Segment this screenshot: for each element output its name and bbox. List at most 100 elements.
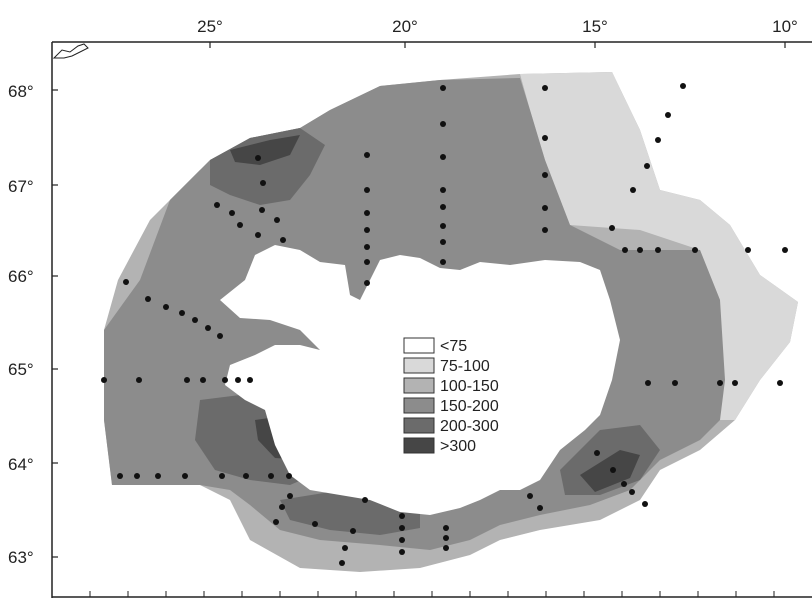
station-dot — [136, 377, 142, 383]
station-dot — [200, 377, 206, 383]
legend-label-lt-75: <75 — [440, 338, 467, 355]
top-axis-label-20: 20° — [392, 17, 418, 36]
legend-label-100-150: 100-150 — [440, 378, 499, 395]
station-dot — [364, 280, 370, 286]
station-dot — [594, 450, 600, 456]
station-dot — [101, 377, 107, 383]
legend-swatch-150-200 — [403, 397, 435, 414]
station-dot — [665, 112, 671, 118]
legend-swatch-lt-75 — [403, 337, 435, 354]
station-dot — [247, 377, 253, 383]
station-dot — [440, 204, 446, 210]
station-dot — [542, 172, 548, 178]
station-dot — [362, 497, 368, 503]
station-dot — [350, 528, 356, 534]
legend-label-gt-300: >300 — [440, 438, 476, 455]
station-dot — [542, 85, 548, 91]
station-dot — [680, 83, 686, 89]
station-dot — [184, 377, 190, 383]
station-dot — [440, 223, 446, 229]
station-dot — [542, 227, 548, 233]
legend: <75 75-100 100-150 150-200 200-300 >300 — [403, 337, 499, 455]
station-dot — [217, 333, 223, 339]
station-dot — [364, 244, 370, 250]
station-dot — [443, 525, 449, 531]
station-dot — [222, 377, 228, 383]
station-dot — [745, 247, 751, 253]
station-dot — [259, 207, 265, 213]
station-dot — [443, 535, 449, 541]
station-dot — [255, 232, 261, 238]
top-axis-label-25: 25° — [197, 17, 223, 36]
station-dot — [440, 239, 446, 245]
station-dot — [214, 202, 220, 208]
station-dot — [655, 137, 661, 143]
station-dot — [440, 187, 446, 193]
station-dot — [527, 493, 533, 499]
station-dot — [644, 163, 650, 169]
left-axis-label-63: 63° — [8, 548, 34, 567]
station-dot — [279, 504, 285, 510]
legend-swatch-200-300 — [403, 417, 435, 434]
station-dot — [287, 493, 293, 499]
station-dot — [642, 501, 648, 507]
station-dot — [237, 222, 243, 228]
station-dot — [440, 154, 446, 160]
station-dot — [219, 473, 225, 479]
station-dot — [399, 525, 405, 531]
station-dot — [280, 237, 286, 243]
bottom-axis-ticks — [89, 591, 775, 597]
legend-swatch-gt-300 — [403, 437, 435, 454]
station-dot — [782, 247, 788, 253]
left-axis-label-64: 64° — [8, 455, 34, 474]
top-axis-ticks — [209, 42, 786, 48]
station-dot — [542, 205, 548, 211]
station-dot — [182, 473, 188, 479]
station-dot — [364, 227, 370, 233]
station-dot — [440, 259, 446, 265]
station-dot — [542, 135, 548, 141]
station-dot — [229, 210, 235, 216]
station-dot — [286, 473, 292, 479]
station-dot — [629, 489, 635, 495]
station-dot — [672, 380, 678, 386]
station-dot — [192, 317, 198, 323]
top-axis-label-15: 15° — [582, 17, 608, 36]
legend-swatch-75-100 — [403, 357, 435, 374]
zone-gt-300-bottom-right — [580, 450, 640, 492]
station-dot — [243, 473, 249, 479]
station-dot — [155, 473, 161, 479]
zone-gt-300-top-left — [230, 135, 300, 165]
zone-200-300-top-left — [210, 128, 325, 205]
station-dot — [692, 247, 698, 253]
station-dot — [205, 325, 211, 331]
station-dot — [443, 545, 449, 551]
legend-label-75-100: 75-100 — [440, 358, 490, 375]
legend-label-150-200: 150-200 — [440, 398, 499, 415]
station-dot — [145, 296, 151, 302]
station-dot — [399, 513, 405, 519]
station-dot — [274, 217, 280, 223]
station-dot — [621, 481, 627, 487]
station-dot — [630, 187, 636, 193]
station-dot — [364, 259, 370, 265]
station-dot — [732, 380, 738, 386]
coastline-fragment — [52, 43, 89, 59]
station-dot — [260, 180, 266, 186]
zone-75-100-right — [520, 72, 798, 420]
left-axis-ticks — [52, 89, 58, 558]
station-dot — [123, 279, 129, 285]
station-dot — [179, 310, 185, 316]
station-dot — [117, 473, 123, 479]
station-dots — [101, 83, 788, 566]
left-axis-label-68: 68° — [8, 82, 34, 101]
left-axis-label-66: 66° — [8, 267, 34, 286]
left-axis-label-65: 65° — [8, 360, 34, 379]
station-dot — [399, 549, 405, 555]
station-dot — [609, 225, 615, 231]
station-dot — [339, 560, 345, 566]
station-dot — [364, 152, 370, 158]
station-dot — [364, 187, 370, 193]
station-dot — [273, 519, 279, 525]
